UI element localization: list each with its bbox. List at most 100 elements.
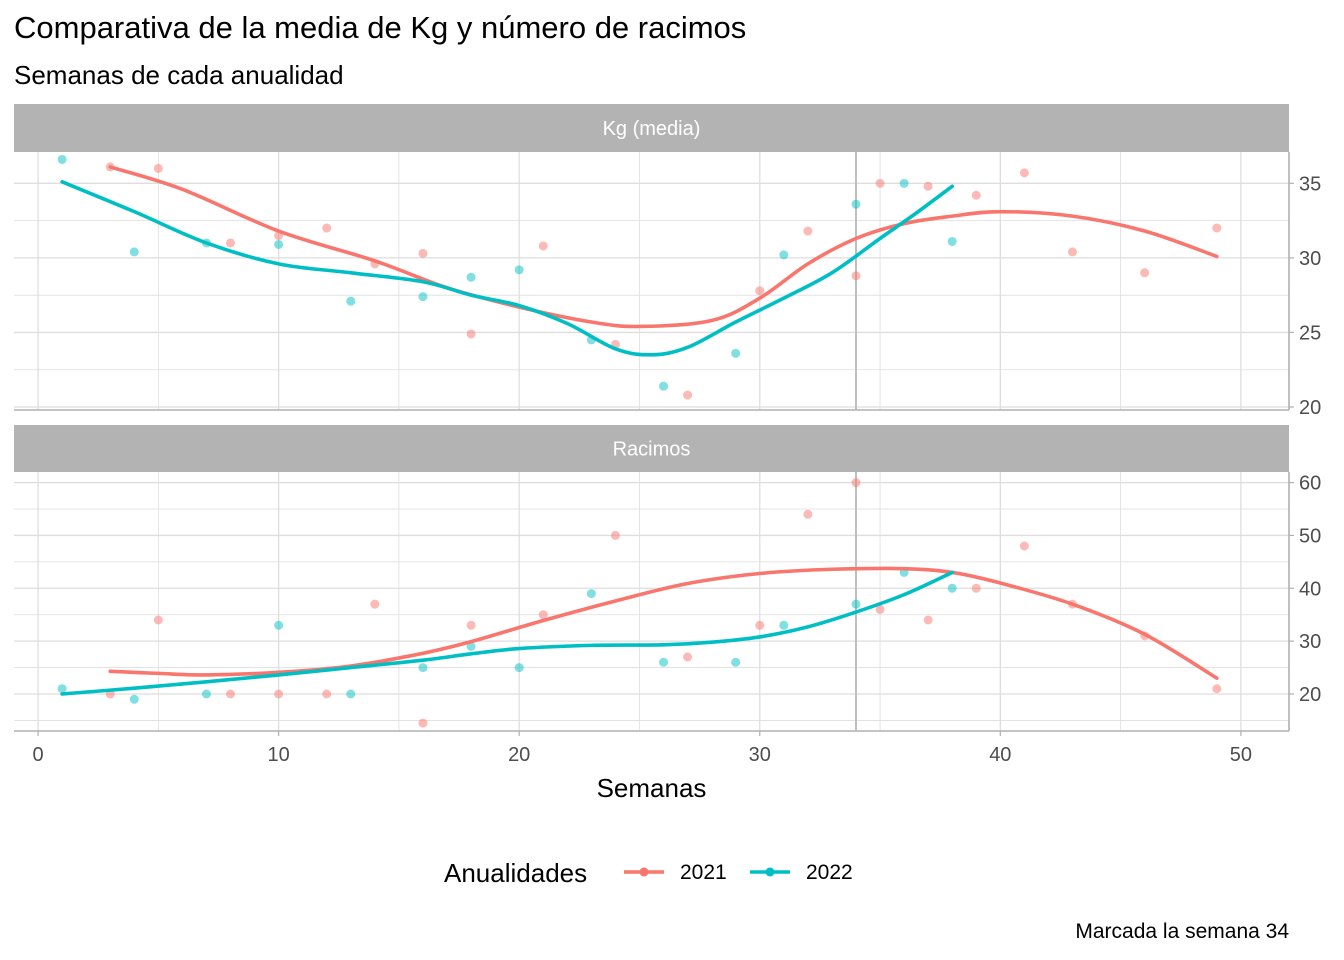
data-point: [1019, 168, 1029, 178]
series-points-2021: [105, 478, 1222, 728]
data-point: [418, 663, 428, 673]
data-point: [586, 589, 596, 599]
facet-strip-label: Racimos: [613, 439, 691, 461]
data-point: [731, 657, 741, 667]
x-axis-title: Semanas: [597, 773, 707, 803]
data-point: [346, 689, 356, 699]
data-point: [418, 248, 428, 258]
gridlines: [14, 152, 1289, 410]
data-point: [851, 271, 861, 281]
smooth-line-2022: [60, 570, 955, 696]
data-point: [466, 620, 476, 630]
data-point: [514, 265, 524, 275]
data-point: [875, 604, 885, 614]
data-point: [322, 689, 332, 699]
facet-strip-label: Kg (media): [603, 118, 701, 140]
data-point: [274, 239, 284, 249]
x-tick-label: 0: [32, 744, 43, 766]
data-point: [57, 684, 67, 694]
data-point: [346, 296, 356, 306]
legend-label: 2021: [680, 861, 727, 884]
legend: Anualidades 2021 2022: [444, 858, 853, 888]
data-point: [947, 583, 957, 593]
legend-entry-2022: 2022: [750, 861, 853, 884]
data-point: [514, 663, 524, 673]
data-point: [129, 694, 139, 704]
data-point: [923, 615, 933, 625]
data-point: [418, 718, 428, 728]
data-point: [466, 329, 476, 339]
y-tick-label: 25: [1299, 322, 1321, 344]
y-tick-label: 20: [1299, 684, 1321, 706]
data-point: [731, 348, 741, 358]
x-tick-label: 50: [1230, 744, 1252, 766]
data-point: [779, 620, 789, 630]
y-tick-label: 35: [1299, 173, 1321, 195]
y-tick-label: 30: [1299, 631, 1321, 653]
data-point: [1067, 247, 1077, 257]
legend-key-point: [765, 867, 775, 877]
legend-key-point: [639, 867, 649, 877]
x-tick-label: 10: [267, 744, 289, 766]
data-point: [1212, 223, 1222, 233]
data-point: [274, 689, 284, 699]
data-point: [755, 286, 765, 296]
data-point: [322, 223, 332, 233]
chart-title: Comparativa de la media de Kg y número d…: [14, 10, 747, 45]
data-point: [466, 272, 476, 282]
y-tick-label: 60: [1299, 473, 1321, 495]
y-tick-label: 40: [1299, 578, 1321, 600]
smooth-line-2021: [108, 566, 1219, 680]
data-point: [418, 292, 428, 302]
smooth-line-2022: [60, 180, 955, 357]
series-points-2022: [57, 567, 957, 704]
series-points-2022: [57, 154, 957, 391]
data-point: [370, 599, 380, 609]
data-point: [971, 583, 981, 593]
data-point: [899, 178, 909, 188]
panel-racimos: Racimos 20 30 40 50 60: [14, 425, 1321, 732]
legend-entry-2021: 2021: [624, 861, 727, 884]
data-point: [129, 247, 139, 257]
data-point: [57, 154, 67, 164]
data-point: [226, 238, 236, 248]
data-point: [683, 652, 693, 662]
x-tick-label: 20: [508, 744, 530, 766]
facet-strip: [14, 104, 1289, 152]
legend-label: 2022: [806, 861, 853, 884]
chart-subtitle: Semanas de cada anualidad: [14, 60, 344, 90]
data-point: [803, 226, 813, 236]
data-point: [538, 241, 548, 251]
data-point: [466, 641, 476, 651]
data-point: [1019, 541, 1029, 551]
y-tick-label: 20: [1299, 397, 1321, 419]
data-point: [610, 530, 620, 540]
data-point: [1212, 684, 1222, 694]
data-point: [274, 620, 284, 630]
data-point: [971, 190, 981, 200]
data-point: [851, 478, 861, 488]
x-tick-label: 40: [989, 744, 1011, 766]
data-point: [779, 250, 789, 260]
data-point: [803, 509, 813, 519]
data-point: [755, 620, 765, 630]
facet-strip: [14, 425, 1289, 472]
data-point: [683, 390, 693, 400]
data-point: [226, 689, 236, 699]
smooth-line-2021: [108, 165, 1219, 329]
y-tick-label: 50: [1299, 525, 1321, 547]
legend-title: Anualidades: [444, 858, 587, 888]
data-point: [659, 657, 669, 667]
data-point: [538, 610, 548, 620]
panel-kg-media: Kg (media) 20 25 30 35: [14, 104, 1321, 419]
data-point: [153, 615, 163, 625]
x-tick-label: 30: [749, 744, 771, 766]
data-point: [851, 599, 861, 609]
data-point: [659, 381, 669, 391]
data-point: [153, 163, 163, 173]
data-point: [875, 178, 885, 188]
data-point: [201, 689, 211, 699]
data-point: [947, 236, 957, 246]
y-tick-label: 30: [1299, 248, 1321, 270]
